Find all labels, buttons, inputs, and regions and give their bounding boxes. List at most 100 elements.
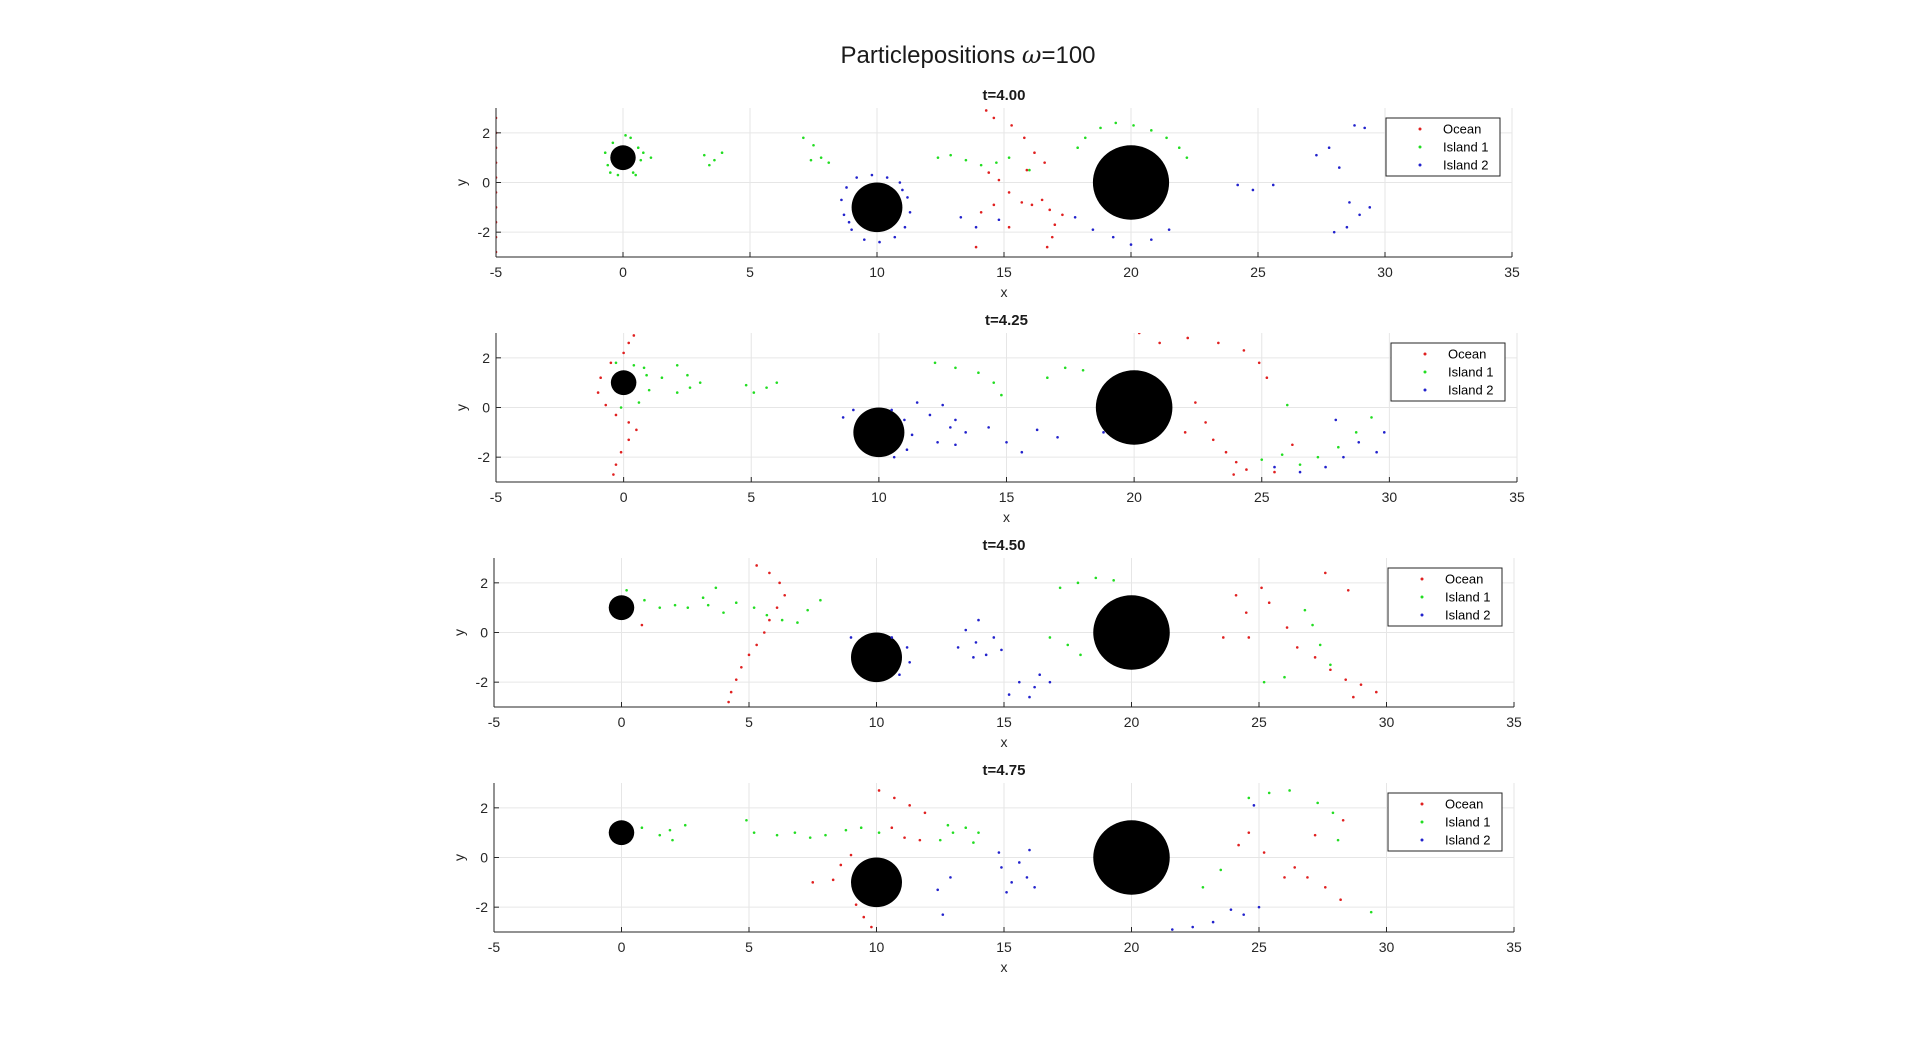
data-point xyxy=(862,915,866,919)
data-point xyxy=(1056,436,1059,439)
data-point xyxy=(936,440,939,444)
data-point xyxy=(1158,341,1161,345)
data-point xyxy=(1262,851,1266,854)
data-point xyxy=(612,473,615,476)
data-point xyxy=(987,171,991,174)
data-point xyxy=(606,163,610,167)
data-point xyxy=(1306,876,1309,879)
data-point xyxy=(1344,678,1347,681)
data-point xyxy=(744,383,748,387)
island-disk xyxy=(610,370,637,396)
data-point xyxy=(673,603,677,607)
legend-marker xyxy=(1418,145,1422,149)
data-point xyxy=(636,146,640,150)
data-point xyxy=(1063,366,1067,370)
data-point xyxy=(603,151,607,154)
data-point xyxy=(972,841,975,844)
legend-entry: Island 2 xyxy=(1445,608,1491,623)
x-tick-label: 5 xyxy=(747,489,755,505)
data-point xyxy=(1114,121,1118,125)
data-point xyxy=(793,831,797,834)
data-point xyxy=(1247,831,1251,834)
data-point xyxy=(775,833,779,837)
legend-entry: Island 1 xyxy=(1443,140,1489,155)
data-point xyxy=(840,198,843,202)
data-point xyxy=(1339,898,1342,902)
data-point xyxy=(1313,833,1317,837)
y-tick-label: 2 xyxy=(480,575,488,591)
legend-marker xyxy=(1420,802,1424,806)
island-disk xyxy=(610,145,636,171)
data-point xyxy=(658,606,662,609)
data-point xyxy=(622,351,625,355)
data-point xyxy=(949,426,952,429)
data-point xyxy=(1298,463,1302,466)
y-tick-label: 0 xyxy=(482,175,490,191)
island-disk xyxy=(851,857,902,908)
data-point xyxy=(918,838,922,842)
y-tick-label: 0 xyxy=(480,850,488,866)
data-point xyxy=(1048,680,1052,684)
data-point xyxy=(1081,368,1085,372)
data-point xyxy=(668,828,672,832)
data-point xyxy=(997,178,1001,182)
subplot-2: -5 0 5 10 15 20 25 30 35 -2 0 2 t=4.25 x y Ocean Island … xyxy=(453,312,1525,525)
data-point xyxy=(1318,643,1322,647)
data-point xyxy=(1260,458,1264,461)
data-point xyxy=(979,163,983,167)
x-tick-label: 25 xyxy=(1251,939,1267,955)
legend-entry: Island 1 xyxy=(1445,590,1491,605)
data-point xyxy=(898,673,901,677)
legend-entry: Ocean xyxy=(1448,347,1486,362)
data-point xyxy=(675,363,679,367)
island-disk xyxy=(1092,145,1170,220)
data-point xyxy=(1177,146,1181,150)
data-point xyxy=(844,828,848,832)
data-point xyxy=(1058,586,1062,590)
data-point xyxy=(984,653,988,657)
data-point xyxy=(1000,648,1003,652)
data-point xyxy=(954,366,957,370)
data-point xyxy=(1332,230,1336,234)
data-point xyxy=(729,690,733,694)
data-point xyxy=(1337,445,1340,449)
data-point xyxy=(908,211,912,214)
data-point xyxy=(1283,876,1286,879)
data-point xyxy=(974,225,978,229)
data-point xyxy=(637,401,641,404)
data-point xyxy=(863,238,866,241)
data-point xyxy=(747,653,751,657)
data-point xyxy=(1359,683,1363,686)
data-point xyxy=(1265,376,1269,380)
data-point xyxy=(964,826,968,829)
x-tick-label: 15 xyxy=(996,714,1012,730)
data-point xyxy=(1247,636,1251,639)
data-point xyxy=(1331,811,1335,815)
data-point xyxy=(1267,601,1271,604)
data-point xyxy=(1313,656,1317,659)
data-point xyxy=(870,173,874,177)
data-point xyxy=(688,386,692,389)
data-point xyxy=(812,143,815,147)
data-point xyxy=(974,245,978,249)
data-point xyxy=(964,158,968,162)
data-point xyxy=(1288,789,1291,792)
subplot-title: t=4.75 xyxy=(983,762,1026,779)
data-point xyxy=(720,151,724,154)
data-point xyxy=(1129,243,1133,246)
legend-box xyxy=(1387,567,1503,627)
data-point xyxy=(1211,438,1215,442)
data-point xyxy=(714,586,718,590)
data-point xyxy=(1046,376,1049,380)
data-point xyxy=(951,831,955,834)
x-tick-label: 0 xyxy=(620,489,628,505)
data-point xyxy=(852,408,855,412)
data-point xyxy=(713,158,716,162)
data-point xyxy=(877,831,881,834)
data-point xyxy=(890,826,894,829)
x-axis-label: x xyxy=(1001,959,1008,975)
figure-title-main: Particlepositions xyxy=(840,42,1021,69)
y-tick-label: -2 xyxy=(476,674,489,690)
data-point xyxy=(1007,156,1011,159)
data-point xyxy=(1137,333,1141,335)
